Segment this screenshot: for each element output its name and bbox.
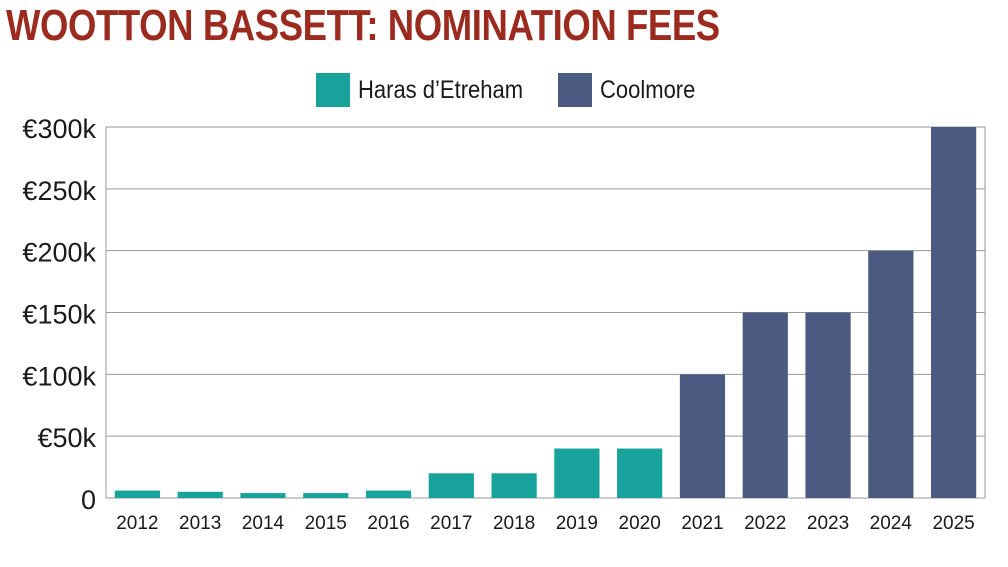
legend-label-coolmore: Coolmore — [600, 75, 696, 104]
y-tick-label: €150k — [22, 300, 96, 330]
x-tick-label: 2017 — [430, 513, 472, 534]
y-tick-label: €100k — [22, 361, 96, 391]
bar-2018 — [491, 473, 537, 498]
chart-title: WOOTTON BASSETT: NOMINATION FEES — [6, 1, 720, 50]
bar-2020 — [617, 448, 663, 498]
bar-2023 — [805, 312, 851, 498]
x-tick-label: 2015 — [305, 513, 347, 534]
bar-2022 — [742, 312, 788, 498]
legend-item-coolmore: Coolmore — [558, 73, 708, 107]
bar-2021 — [679, 374, 726, 498]
x-tick-label: 2021 — [681, 513, 723, 534]
y-tick-label: €200k — [22, 238, 96, 268]
x-tick-label: 2012 — [116, 513, 158, 534]
x-tick-label: 2018 — [493, 513, 535, 534]
y-axis-ticks: 0 €50k €100k €150k €200k €250k €300k — [22, 114, 96, 515]
bar-2012 — [114, 490, 160, 498]
bar-2019 — [554, 448, 600, 498]
legend-label-haras-detreham: Haras d’Etreham — [358, 75, 524, 104]
y-tick-label: €300k — [22, 114, 96, 144]
bar-2024 — [868, 250, 914, 498]
bars — [114, 127, 977, 498]
gridlines — [105, 126, 986, 499]
bar-2025 — [931, 127, 977, 498]
bar-2015 — [303, 493, 349, 498]
x-tick-label: 2020 — [619, 513, 661, 534]
legend-swatch-coolmore — [558, 73, 592, 107]
y-tick-label: €50k — [37, 423, 96, 453]
bar-2013 — [177, 491, 223, 498]
legend-swatch-haras-detreham — [316, 73, 350, 107]
x-tick-label: 2013 — [179, 513, 221, 534]
bar-2016 — [365, 490, 412, 498]
x-axis-ticks: 2012 2013 2014 2015 2016 2017 2018 2019 2020 2021… — [116, 513, 975, 534]
x-tick-label: 2016 — [367, 513, 409, 534]
x-tick-label: 2022 — [744, 513, 786, 534]
x-tick-label: 2024 — [870, 513, 913, 534]
legend-item-haras-detreham: Haras d’Etreham — [316, 73, 546, 107]
x-tick-label: 2023 — [807, 513, 849, 534]
x-tick-label: 2014 — [242, 513, 285, 534]
y-tick-label: 0 — [81, 485, 96, 515]
x-tick-label: 2019 — [556, 513, 598, 534]
x-tick-label: 2025 — [932, 513, 974, 534]
y-tick-label: €250k — [22, 176, 96, 206]
bar-2017 — [428, 473, 474, 498]
bar-2014 — [240, 493, 286, 498]
